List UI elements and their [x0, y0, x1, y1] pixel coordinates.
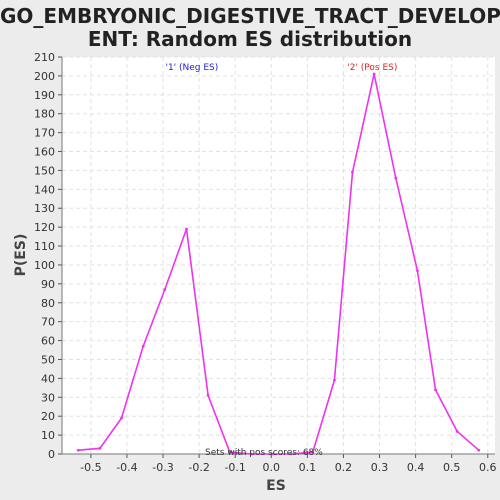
y-tick-label: 130: [34, 202, 55, 215]
x-tick-label: 0.6: [479, 461, 497, 474]
plot-area: [62, 57, 495, 454]
y-tick-label: 100: [34, 259, 55, 272]
legend: '1' (Neg ES) '2' (Pos ES): [165, 63, 397, 73]
data-point: [163, 288, 167, 291]
x-tick-label: 0.5: [443, 461, 461, 474]
data-point: [206, 393, 210, 397]
y-tick-label: 160: [34, 146, 55, 159]
y-tick-label: 170: [34, 127, 55, 140]
y-tick-label: 10: [41, 429, 55, 442]
y-tick-label: 150: [34, 164, 55, 177]
tick-labels: 0 10 20 30 40 50 60 70 80 90 100 110 120 130 140 150 160…: [34, 51, 497, 474]
legend-entry: '1' (Neg ES): [165, 63, 218, 73]
x-tick-label: 0.2: [335, 461, 353, 474]
x-axis-label: ES: [266, 478, 286, 494]
series-line: [78, 73, 480, 455]
y-tick-label: 50: [41, 353, 55, 366]
data-point: [394, 176, 398, 180]
data-point: [416, 269, 419, 273]
data-point: [185, 227, 188, 231]
y-tick-label: 40: [41, 372, 55, 385]
data-point: [333, 378, 336, 382]
x-tick-label: -0.4: [116, 461, 137, 474]
data-point: [477, 448, 481, 452]
x-tick-label: 0.0: [263, 461, 281, 474]
y-tick-label: 120: [34, 221, 55, 234]
pos-score-annotation: Sets with pos scores: 68%: [205, 448, 323, 458]
y-tick-label: 30: [41, 391, 55, 404]
data-point: [250, 452, 253, 456]
data-point: [434, 388, 437, 392]
y-tick-label: 20: [41, 410, 55, 423]
data-point: [271, 452, 275, 456]
data-point: [141, 344, 145, 348]
x-tick-label: -0.2: [188, 461, 209, 474]
chart-title-line-1: GO_EMBRYONIC_DIGESTIVE_TRACT_DEVELOPM: [0, 4, 500, 28]
data-point: [351, 170, 354, 174]
x-tick-label: -0.1: [224, 461, 245, 474]
chart-title-line-2: ENT: Random ES distribution: [87, 27, 413, 51]
data-point: [120, 416, 123, 420]
data-point: [98, 446, 102, 450]
legend-entry: '2' (Pos ES): [347, 63, 397, 73]
y-tick-label: 200: [34, 70, 55, 83]
data-point: [372, 72, 376, 76]
series-layer: [76, 72, 481, 456]
x-tick-label: -0.3: [152, 461, 173, 474]
x-tick-label: 0.3: [371, 461, 389, 474]
y-tick-label: 180: [34, 108, 55, 121]
y-tick-label: 0: [48, 448, 55, 461]
y-tick-label: 190: [34, 89, 55, 102]
data-point: [289, 452, 293, 456]
y-tick-label: 110: [34, 240, 55, 253]
data-point: [311, 450, 315, 454]
y-tick-label: 210: [34, 51, 55, 64]
y-tick-label: 90: [41, 278, 55, 291]
x-tick-label: 0.4: [407, 461, 425, 474]
y-tick-label: 140: [34, 183, 55, 196]
data-point: [76, 448, 80, 452]
y-tick-label: 60: [41, 335, 55, 348]
x-tick-label: -0.5: [80, 461, 101, 474]
y-axis-label: P(ES): [13, 234, 29, 277]
data-point: [228, 450, 232, 454]
y-tick-label: 80: [41, 297, 55, 310]
y-tick-label: 70: [41, 316, 55, 329]
data-point: [455, 429, 459, 433]
x-tick-label: 0.1: [299, 461, 317, 474]
grid: [62, 56, 495, 455]
